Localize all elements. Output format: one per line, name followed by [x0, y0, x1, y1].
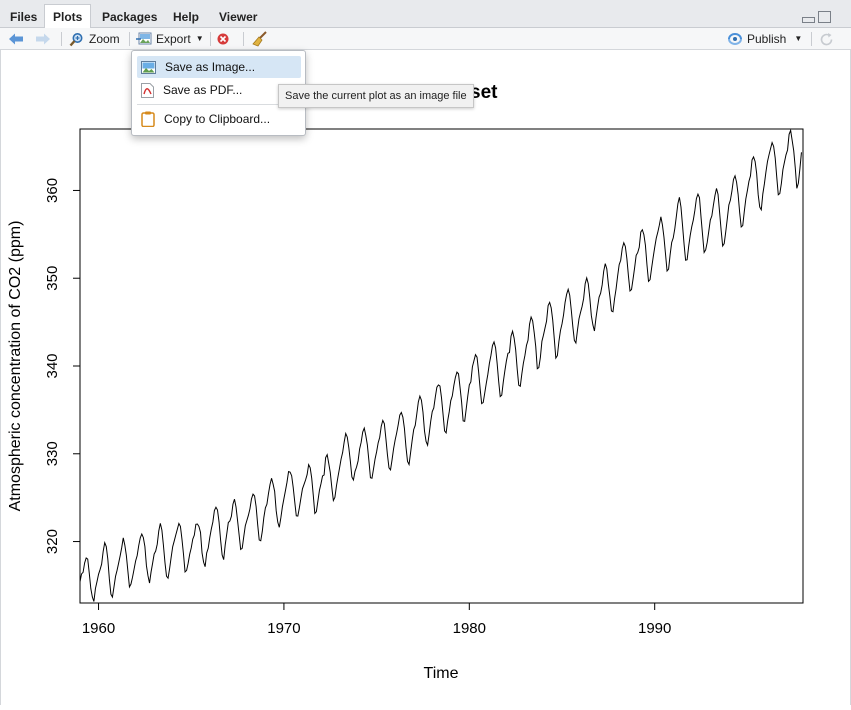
minimize-pane-icon[interactable] [802, 17, 815, 23]
tab-files[interactable]: Files [10, 10, 38, 24]
maximize-pane-icon[interactable] [818, 11, 831, 23]
chevron-down-icon: ▼ [195, 34, 204, 43]
y-axis-label: Atmospheric concentration of CO2 (ppm) [7, 221, 24, 512]
plots-toolbar: Zoom Export ▼ Publish ▼ [0, 28, 851, 50]
copy-to-clipboard-item[interactable]: Copy to Clipboard... [137, 108, 301, 130]
tooltip: Save the current plot as an image file [278, 84, 474, 108]
clipboard-icon [141, 111, 155, 127]
plot-frame [79, 128, 804, 604]
zoom-label: Zoom [89, 32, 120, 46]
y-tick-label: 320 [44, 529, 61, 554]
y-tick-label: 330 [44, 441, 61, 466]
remove-plot-icon [217, 33, 229, 45]
remove-plot-button[interactable] [217, 28, 229, 50]
x-axis: 1960 1970 1980 1990 [82, 602, 671, 637]
tab-help[interactable]: Help [173, 10, 200, 24]
broom-icon [252, 31, 267, 47]
publish-button[interactable]: Publish ▼ [727, 28, 802, 50]
magnifier-icon [69, 32, 83, 46]
forward-arrow-icon[interactable] [35, 28, 51, 50]
export-menu: Save as Image... Save as PDF... Copy to … [131, 50, 306, 136]
export-image-icon [136, 32, 152, 45]
y-tick-label: 360 [44, 178, 61, 203]
clear-all-plots-button[interactable] [252, 28, 268, 50]
chevron-down-icon: ▼ [794, 34, 803, 43]
y-tick-label: 350 [44, 266, 61, 291]
x-tick-label: 1960 [82, 620, 115, 637]
zoom-button[interactable]: Zoom [69, 28, 120, 50]
tab-plots[interactable]: Plots [44, 4, 92, 29]
back-arrow-icon[interactable] [8, 28, 24, 50]
pane-tab-bar: Files Plots Packages Help Viewer [0, 0, 851, 29]
publish-label: Publish [747, 32, 787, 46]
save-as-pdf-item[interactable]: Save as PDF... [137, 79, 301, 101]
tab-viewer[interactable]: Viewer [219, 10, 258, 24]
x-tick-label: 1980 [453, 620, 486, 637]
menu-divider [137, 104, 301, 105]
pdf-icon [141, 82, 154, 98]
x-axis-label: Time [424, 665, 459, 682]
save-as-image-item[interactable]: Save as Image... [137, 56, 301, 78]
publish-icon [728, 33, 742, 45]
x-tick-label: 1990 [638, 620, 671, 637]
image-icon [141, 60, 156, 74]
export-label: Export [156, 32, 191, 46]
tab-packages[interactable]: Packages [102, 10, 158, 24]
co2-series-line [79, 128, 802, 602]
y-axis: 320 330 340 350 360 [44, 178, 81, 554]
export-button[interactable]: Export ▼ [136, 28, 204, 50]
x-tick-label: 1970 [267, 620, 300, 637]
y-tick-label: 340 [44, 353, 61, 378]
refresh-icon[interactable] [819, 28, 834, 50]
